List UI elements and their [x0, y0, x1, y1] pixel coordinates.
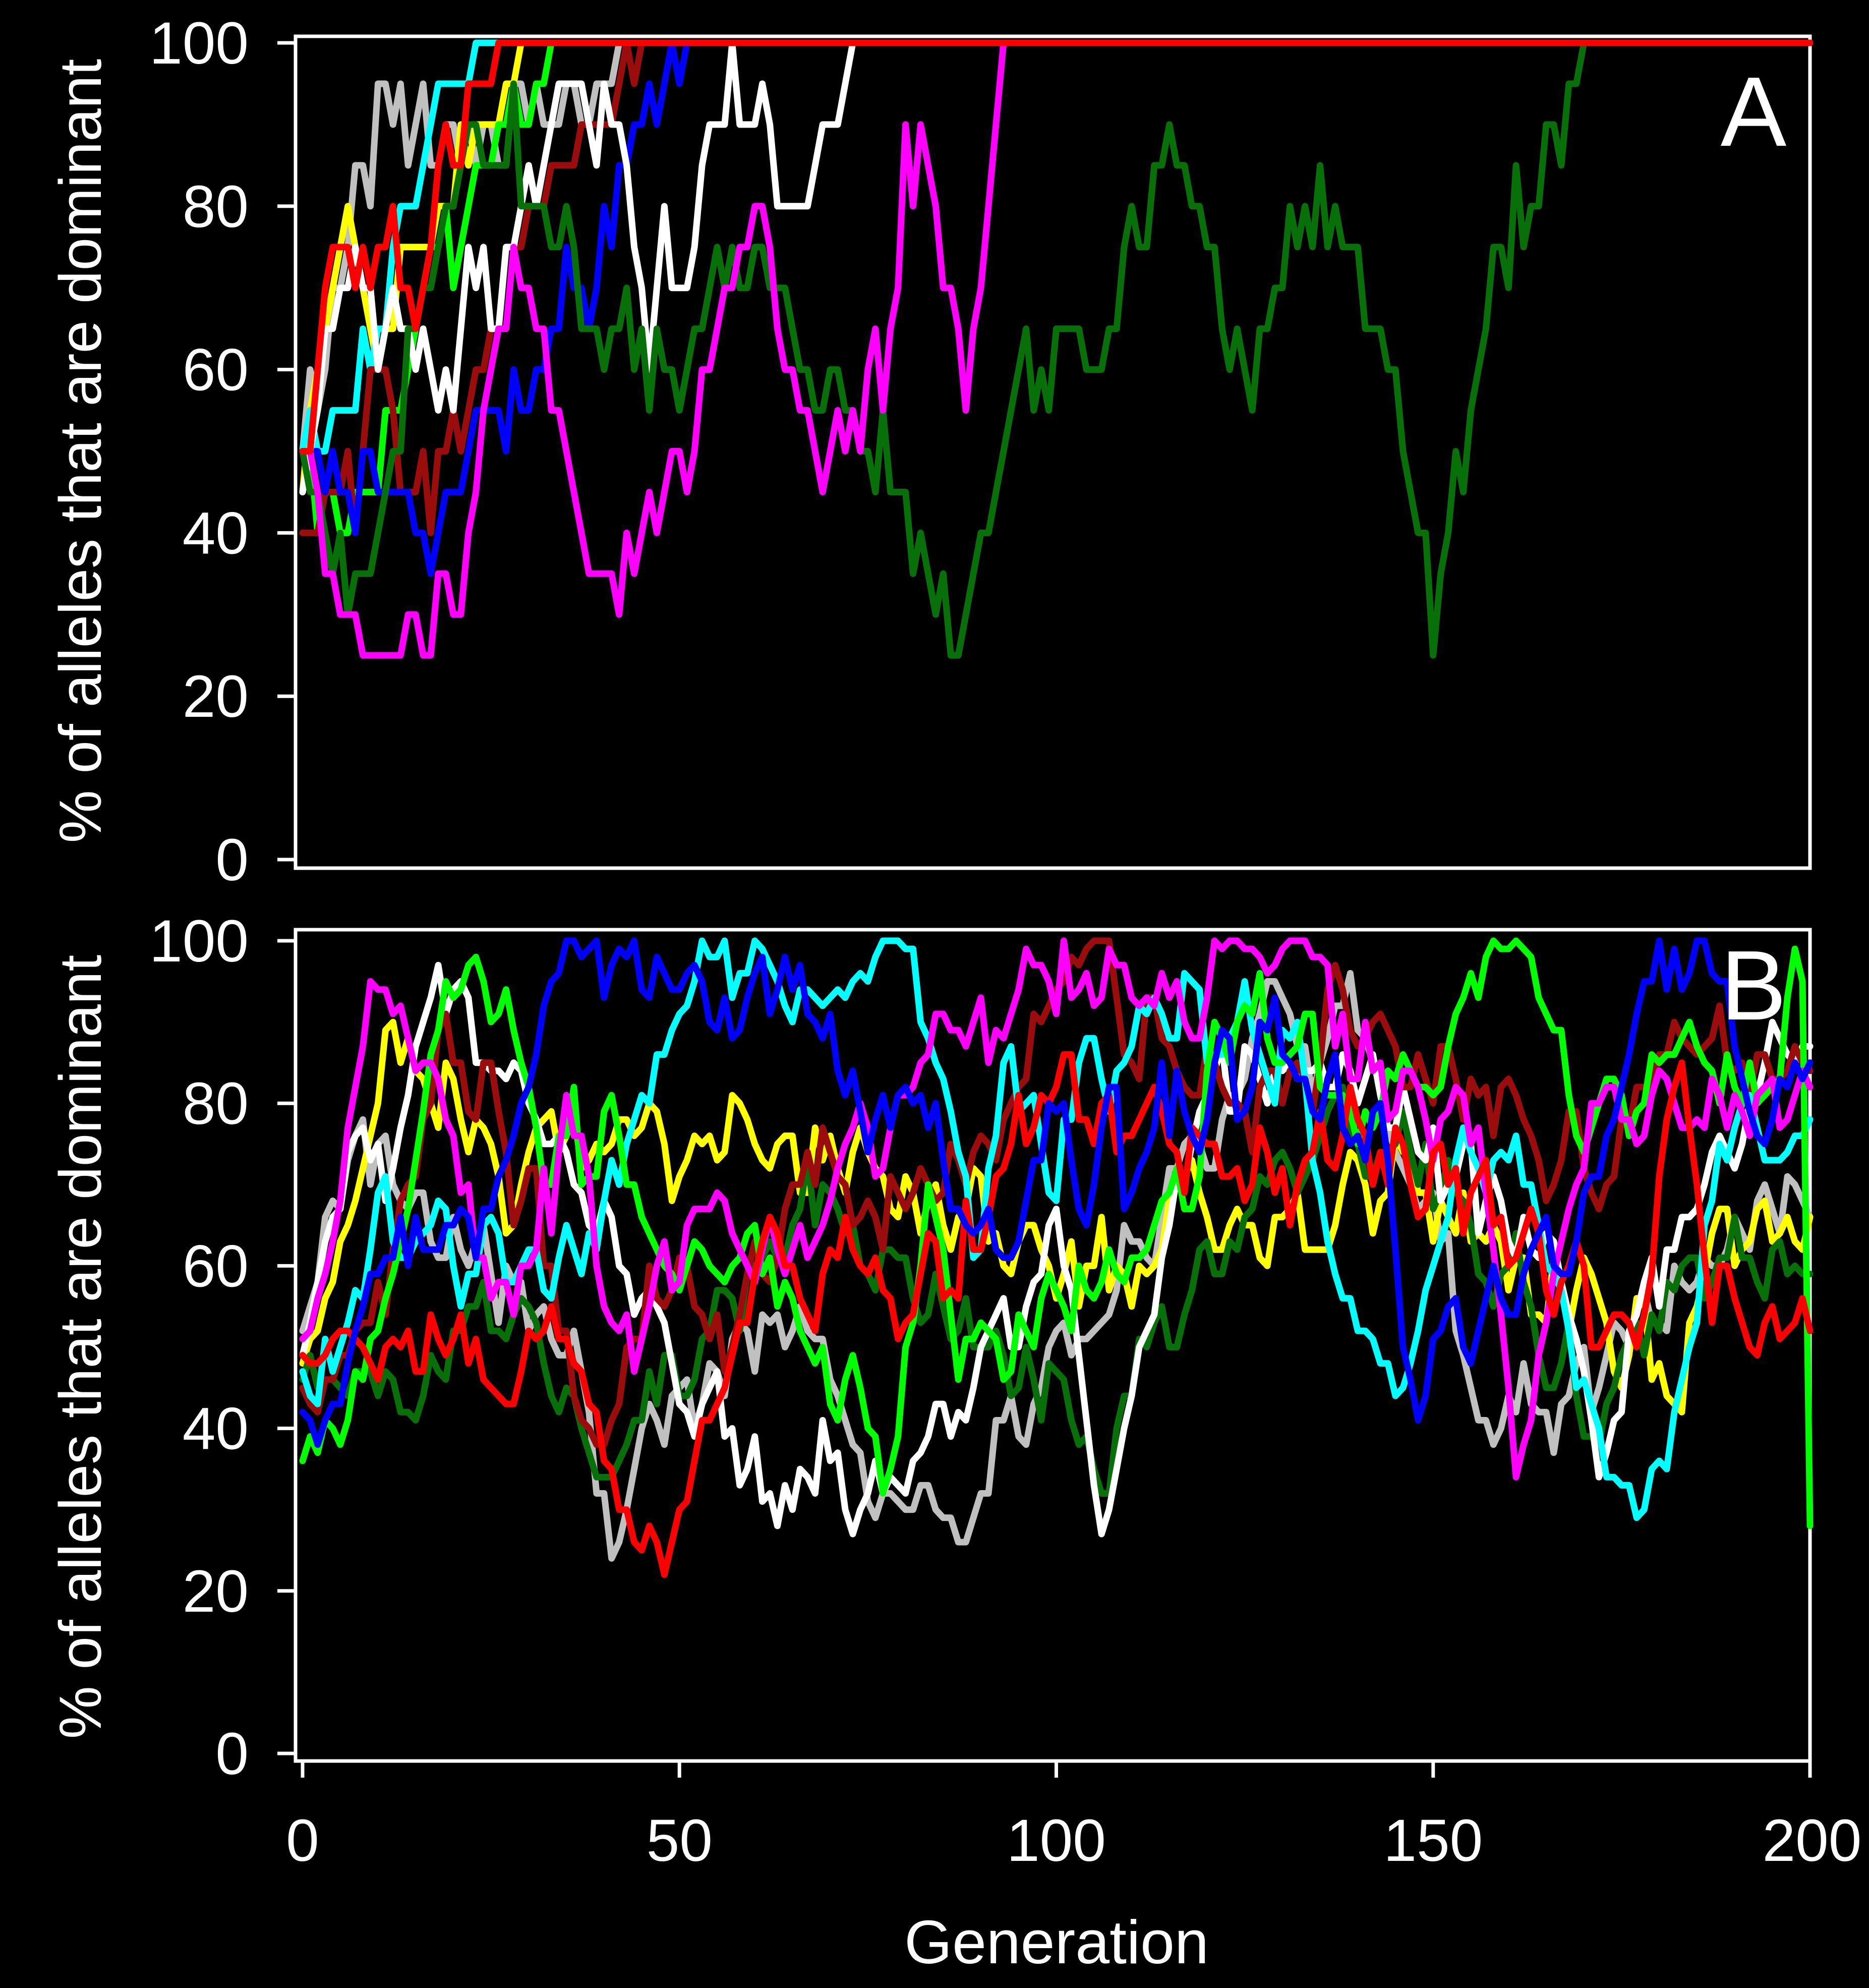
svg-text:20: 20 — [183, 663, 249, 730]
svg-text:40: 40 — [183, 1396, 249, 1462]
svg-text:% of alleles that are dominant: % of alleles that are dominant — [47, 955, 114, 1739]
svg-text:B: B — [1721, 930, 1787, 1041]
svg-text:0: 0 — [215, 827, 249, 893]
svg-text:0: 0 — [286, 1807, 319, 1874]
svg-text:20: 20 — [183, 1558, 249, 1625]
svg-text:200: 200 — [1763, 1807, 1862, 1874]
svg-text:150: 150 — [1383, 1807, 1483, 1874]
svg-text:60: 60 — [183, 337, 249, 404]
svg-text:% of alleles that are dominant: % of alleles that are dominant — [47, 59, 114, 843]
svg-text:40: 40 — [183, 500, 249, 566]
svg-text:80: 80 — [183, 1070, 249, 1137]
svg-text:60: 60 — [183, 1233, 249, 1299]
svg-text:0: 0 — [215, 1721, 249, 1787]
svg-text:100: 100 — [149, 908, 249, 975]
svg-text:Generation: Generation — [904, 1908, 1209, 1976]
svg-text:A: A — [1721, 56, 1787, 167]
svg-text:100: 100 — [1007, 1807, 1106, 1874]
svg-text:80: 80 — [183, 174, 249, 240]
svg-text:100: 100 — [149, 10, 249, 77]
svg-text:50: 50 — [647, 1807, 713, 1874]
